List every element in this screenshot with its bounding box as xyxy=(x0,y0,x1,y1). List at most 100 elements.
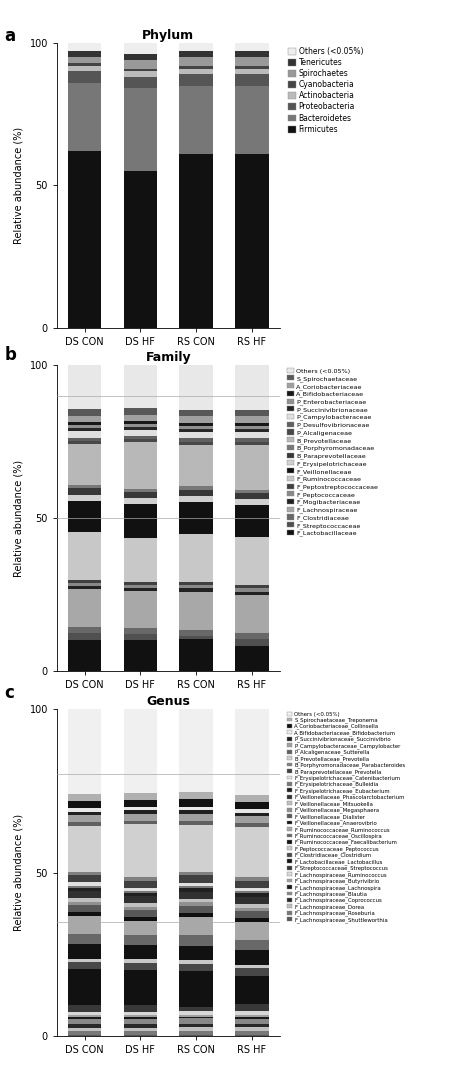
Bar xyxy=(235,506,268,537)
Bar xyxy=(124,1017,157,1019)
Bar xyxy=(179,1015,213,1016)
Bar xyxy=(124,582,157,584)
Bar xyxy=(235,975,268,1004)
Bar xyxy=(235,816,268,824)
Bar xyxy=(124,60,157,69)
Bar xyxy=(68,533,101,580)
Legend: Others (<0.05%), S_Spirochaetaceae_Treponema, A_Coriobacteriaceae_Collinsella, A: Others (<0.05%), S_Spirochaetaceae_Trepo… xyxy=(287,712,406,923)
Bar xyxy=(124,591,157,628)
Bar xyxy=(68,902,101,905)
Bar xyxy=(235,1004,268,1012)
Bar xyxy=(235,57,268,66)
Bar xyxy=(235,66,268,69)
Bar xyxy=(235,888,268,891)
Bar xyxy=(179,496,213,503)
Bar xyxy=(235,940,268,950)
Bar xyxy=(68,634,101,640)
Bar xyxy=(179,69,213,74)
Bar xyxy=(179,636,213,639)
Bar xyxy=(68,933,101,944)
Bar xyxy=(179,52,213,57)
Bar xyxy=(68,905,101,913)
Bar xyxy=(235,950,268,964)
Bar xyxy=(235,918,268,921)
Bar xyxy=(179,629,213,636)
Bar xyxy=(68,891,101,898)
Bar xyxy=(179,416,213,422)
Bar xyxy=(179,810,213,814)
Bar xyxy=(124,887,157,891)
Bar xyxy=(235,1034,268,1036)
Bar xyxy=(68,627,101,634)
Bar xyxy=(179,1011,213,1015)
Bar xyxy=(124,962,157,970)
Bar xyxy=(68,43,101,52)
Bar xyxy=(68,580,101,583)
Bar xyxy=(235,365,268,410)
Bar xyxy=(179,1018,213,1024)
Bar xyxy=(124,1031,157,1034)
Bar xyxy=(179,1024,213,1028)
Bar xyxy=(179,888,213,891)
Bar xyxy=(235,1031,268,1034)
Bar xyxy=(235,969,268,975)
Bar xyxy=(68,640,101,671)
Bar xyxy=(68,875,101,883)
Bar xyxy=(179,902,213,906)
Bar xyxy=(179,891,213,899)
Bar xyxy=(124,408,157,415)
Bar xyxy=(68,1017,101,1019)
Bar xyxy=(124,897,157,903)
Bar xyxy=(235,1015,268,1017)
Bar xyxy=(179,946,213,960)
Bar xyxy=(179,1034,213,1036)
Bar xyxy=(179,585,213,589)
Bar xyxy=(68,808,101,812)
Bar xyxy=(124,171,157,328)
Bar xyxy=(235,897,268,904)
Bar xyxy=(179,814,213,821)
Bar xyxy=(124,959,157,962)
Bar xyxy=(179,429,213,432)
Bar xyxy=(68,1028,101,1031)
Bar xyxy=(235,877,268,881)
Bar xyxy=(235,43,268,52)
Bar xyxy=(68,913,101,916)
Bar xyxy=(68,916,101,933)
Bar xyxy=(179,883,213,886)
Bar xyxy=(179,639,213,671)
Bar xyxy=(235,908,268,911)
Bar xyxy=(68,1024,101,1028)
Bar xyxy=(124,1025,157,1028)
Bar xyxy=(235,589,268,592)
Bar xyxy=(124,587,157,591)
Bar xyxy=(235,827,268,877)
Bar xyxy=(68,83,101,151)
Bar xyxy=(68,944,101,958)
Bar xyxy=(179,445,213,487)
Bar xyxy=(68,1034,101,1036)
Bar xyxy=(235,809,268,813)
Bar xyxy=(124,71,157,77)
Bar xyxy=(124,814,157,821)
Bar xyxy=(124,970,157,1005)
Bar xyxy=(124,1019,157,1025)
Bar xyxy=(179,964,213,971)
Bar xyxy=(68,425,101,429)
Bar xyxy=(179,1007,213,1011)
Bar xyxy=(179,709,213,793)
Bar xyxy=(179,66,213,69)
Bar xyxy=(68,52,101,57)
Text: c: c xyxy=(5,684,15,702)
Bar xyxy=(179,582,213,585)
Bar xyxy=(124,424,157,427)
Bar xyxy=(235,921,268,940)
Bar xyxy=(179,886,213,888)
Bar xyxy=(235,1024,268,1028)
Bar xyxy=(68,898,101,902)
Bar xyxy=(235,52,268,57)
Bar xyxy=(179,872,213,875)
Bar xyxy=(179,422,213,425)
Bar xyxy=(235,639,268,645)
Bar xyxy=(179,913,213,917)
